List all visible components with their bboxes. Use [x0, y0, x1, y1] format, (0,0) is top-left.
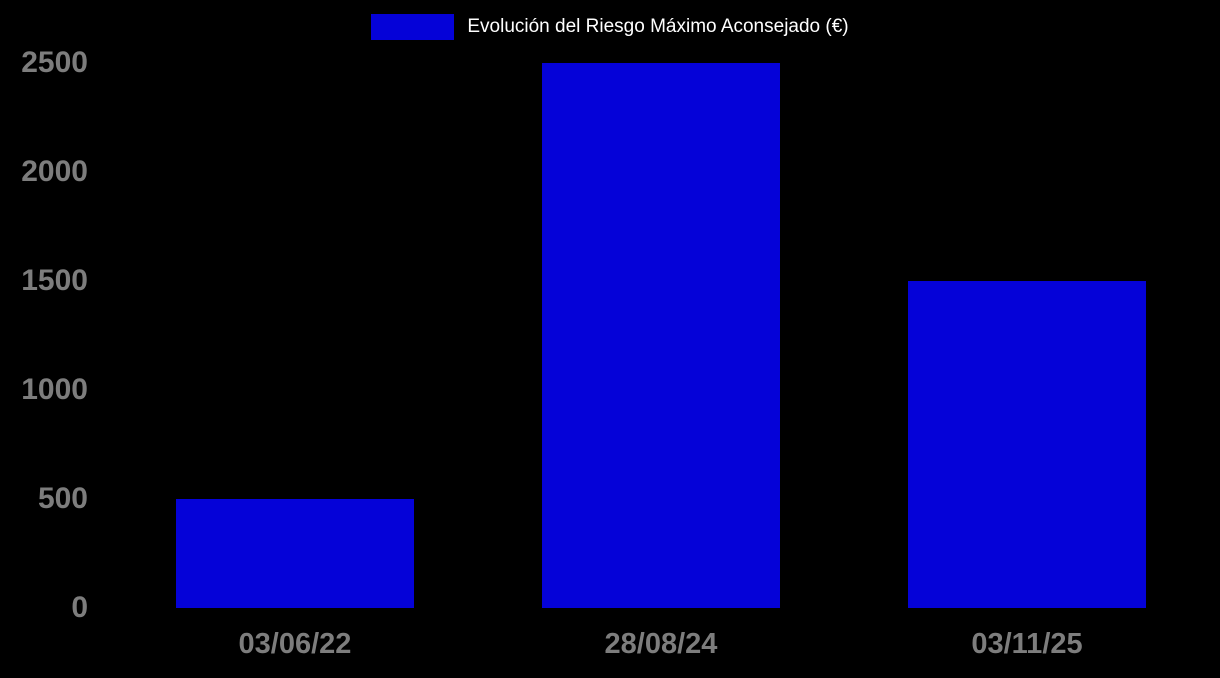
x-axis-tick-label: 28/08/24 [604, 628, 718, 660]
y-axis-tick-label: 1500 [21, 264, 88, 297]
y-axis-tick-label: 2500 [21, 46, 88, 79]
bar-column [478, 63, 844, 608]
x-axis-tick-label: 03/11/25 [971, 628, 1083, 660]
bar [908, 281, 1146, 608]
y-axis: 0 500 1000 1500 2000 2500 [0, 46, 96, 624]
chart-legend: Evolución del Riesgo Máximo Aconsejado (… [0, 14, 1220, 40]
x-axis-tick-label: 03/06/22 [238, 628, 352, 660]
y-axis-tick-label: 2000 [21, 155, 88, 188]
y-axis-tick-label: 0 [71, 591, 88, 624]
y-axis-tick-label: 500 [37, 482, 88, 515]
legend-swatch [371, 14, 455, 40]
y-axis-tick-label: 1000 [21, 373, 88, 406]
bar [176, 499, 414, 608]
legend-label: Evolución del Riesgo Máximo Aconsejado (… [467, 16, 849, 37]
bar-column [844, 63, 1210, 608]
plot-wrap: 0 500 1000 1500 2000 2500 [0, 46, 1220, 624]
x-axis: 03/06/22 28/08/24 03/11/25 [112, 628, 1210, 661]
bar [542, 63, 780, 608]
plot-area [112, 63, 1210, 608]
bar-column [112, 63, 478, 608]
